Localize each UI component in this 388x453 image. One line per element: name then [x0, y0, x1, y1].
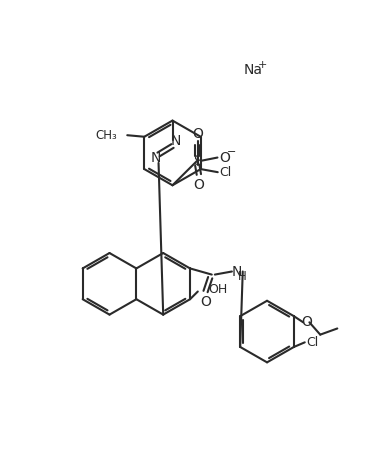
Text: O: O: [193, 178, 204, 192]
Text: N: N: [170, 134, 181, 148]
Text: O: O: [301, 315, 312, 329]
Text: N: N: [150, 150, 161, 164]
Text: N: N: [231, 265, 242, 279]
Text: O: O: [192, 127, 203, 141]
Text: Na: Na: [244, 63, 263, 77]
Text: O: O: [219, 150, 230, 164]
Text: CH₃: CH₃: [95, 129, 117, 142]
Text: Cl: Cl: [219, 166, 232, 178]
Text: OH: OH: [209, 284, 228, 296]
Text: S: S: [193, 154, 202, 168]
Text: H: H: [238, 270, 247, 283]
Text: Cl: Cl: [307, 336, 319, 349]
Text: O: O: [200, 295, 211, 309]
Text: −: −: [227, 147, 236, 157]
Text: +: +: [258, 60, 267, 70]
